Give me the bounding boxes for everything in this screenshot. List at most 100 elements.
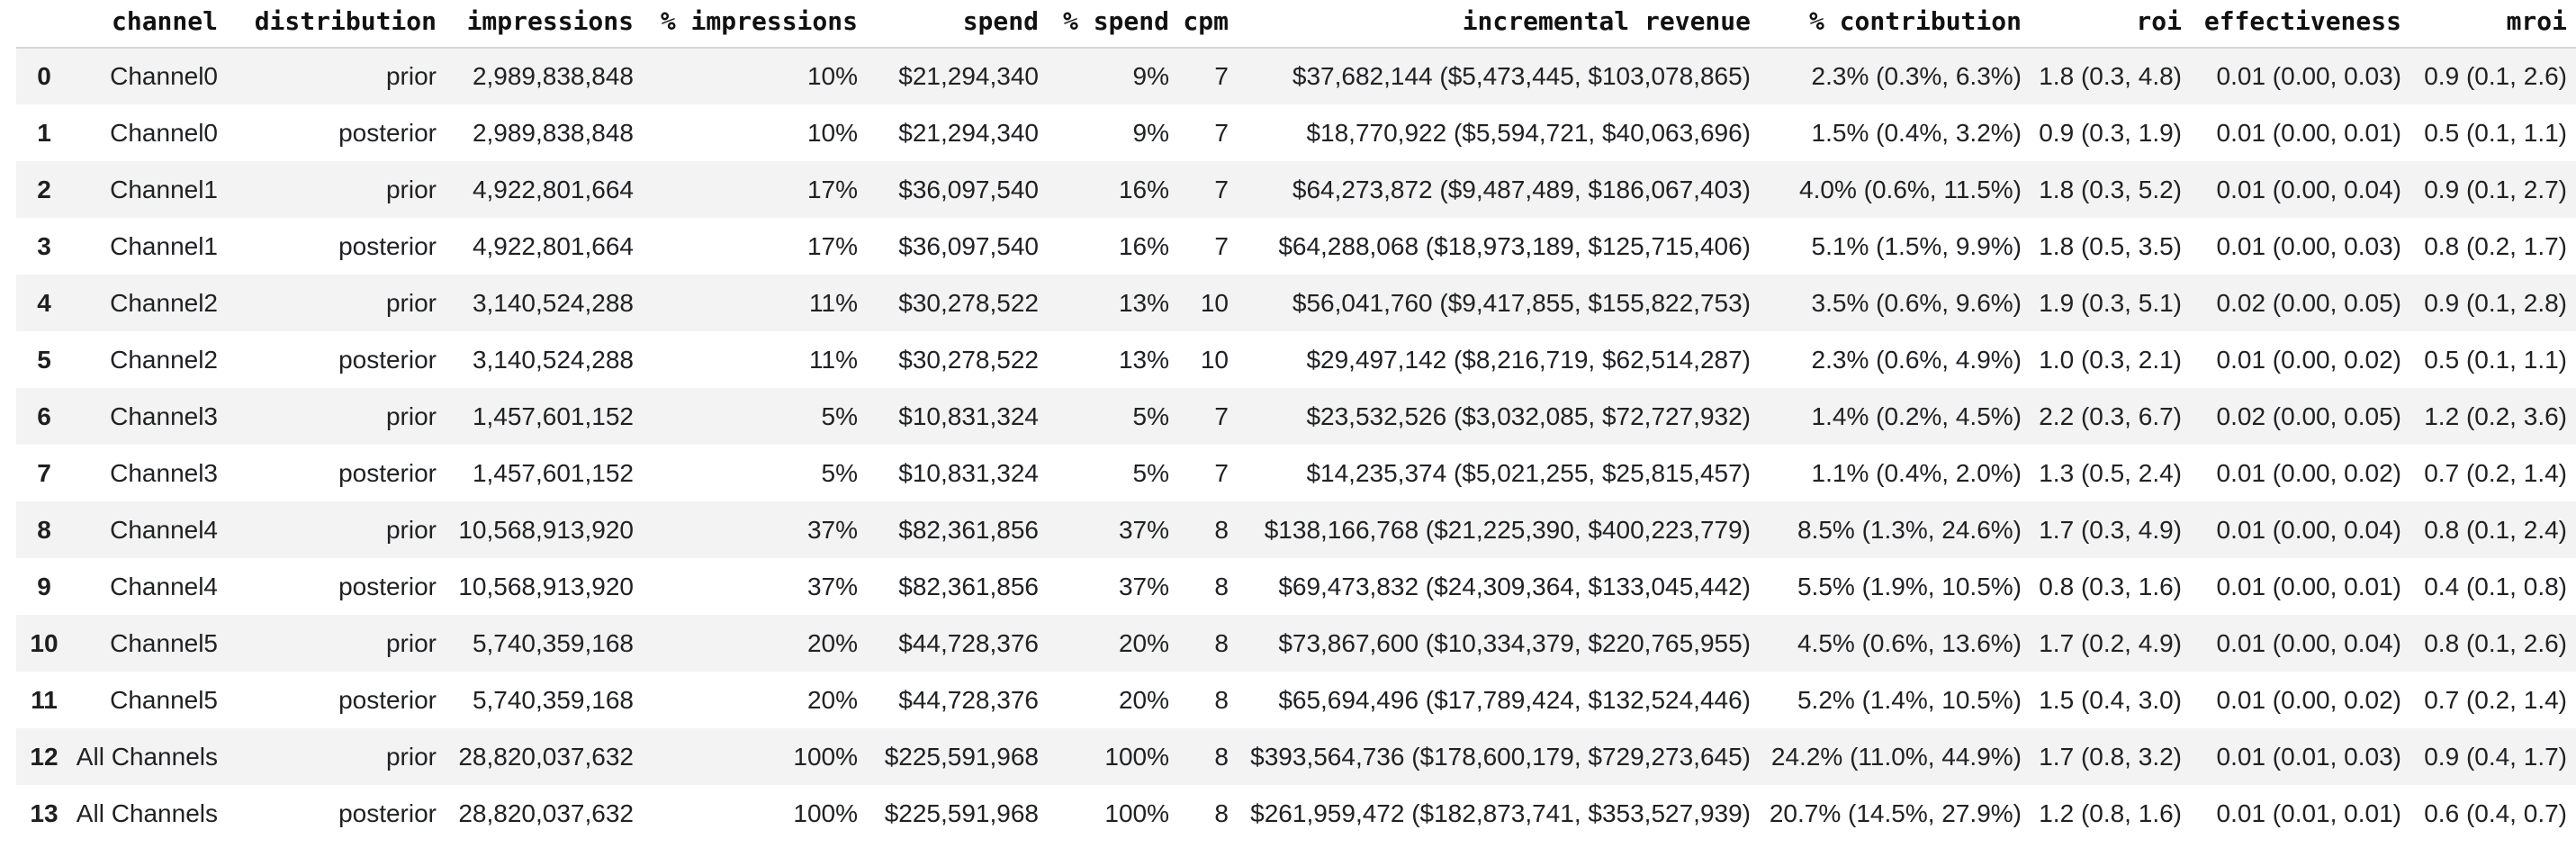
table-cell: 7 xyxy=(1214,401,1229,430)
table-row: 6 Channel3 prior 1,457,601,152 5% $10,831,324… xyxy=(16,388,2576,445)
table-cell: 0.7 (0.2, 1.4) xyxy=(2424,685,2567,714)
row-index: 7 xyxy=(37,458,51,487)
table-cell: 0.01 (0.01, 0.03) xyxy=(2216,742,2401,771)
table-cell: posterior xyxy=(338,345,437,374)
table-row: 12 All Channels prior 28,820,037,632 100% $22… xyxy=(16,728,2576,785)
table-cell: 5% xyxy=(821,401,858,430)
table-cell: 8 xyxy=(1214,628,1229,657)
table-cell: 37% xyxy=(1118,572,1169,600)
table-cell: 0.01 (0.00, 0.01) xyxy=(2216,572,2401,600)
table-cell: $23,532,526 ($3,032,085, $72,727,932) xyxy=(1306,401,1751,430)
table-header-row: channel distribution impressions% impressi… xyxy=(16,0,2576,49)
table-cell: 2,989,838,848 xyxy=(472,62,634,90)
table-cell: posterior xyxy=(338,458,437,487)
table-cell: Channel5 xyxy=(110,628,218,657)
table-cell: 0.6 (0.4, 0.7) xyxy=(2424,798,2567,827)
table-cell: 1.4% (0.2%, 4.5%) xyxy=(1811,401,2022,430)
table-row: 4 Channel2 prior 3,140,524,288 11% $30,278,52… xyxy=(16,275,2576,331)
table-cell: 16% xyxy=(1118,231,1169,260)
table-cell: $82,361,856 xyxy=(898,515,1039,544)
table-cell: 1.7 (0.8, 3.2) xyxy=(2039,742,2182,771)
table-cell: All Channels xyxy=(76,798,218,827)
table-cell: 0.9 (0.4, 1.7) xyxy=(2424,742,2567,771)
table-cell: 1.5 (0.4, 3.0) xyxy=(2039,685,2182,714)
table-row: 1 Channel0 posterior 2,989,838,848 10% $21,29… xyxy=(16,104,2576,161)
table-cell: 10,568,913,920 xyxy=(458,515,634,544)
table-cell: $21,294,340 xyxy=(898,62,1039,90)
table-cell: $36,097,540 xyxy=(898,231,1039,260)
table-cell: $14,235,374 ($5,021,255, $25,815,457) xyxy=(1306,458,1751,487)
table-cell: posterior xyxy=(338,798,437,827)
table-cell: 2.3% (0.6%, 4.9%) xyxy=(1811,345,2022,374)
table-cell: 0.5 (0.1, 1.1) xyxy=(2424,118,2567,147)
table-cell: Channel3 xyxy=(110,401,218,430)
row-index: 1 xyxy=(37,118,51,147)
table-cell: 1.8 (0.3, 5.2) xyxy=(2039,175,2182,203)
table-cell: $30,278,522 xyxy=(898,345,1039,374)
row-index: 11 xyxy=(31,685,58,714)
table-cell: prior xyxy=(385,62,437,90)
table-cell: 1.2 (0.8, 1.6) xyxy=(2039,798,2182,827)
table-cell: 1.8 (0.5, 3.5) xyxy=(2039,231,2182,260)
table-cell: 0.9 (0.3, 1.9) xyxy=(2039,118,2182,147)
table-cell: 7 xyxy=(1214,231,1229,260)
table-cell: 7 xyxy=(1214,458,1229,487)
table-cell: $10,831,324 xyxy=(898,458,1039,487)
table-cell: All Channels xyxy=(76,742,218,771)
table-cell: posterior xyxy=(338,231,437,260)
column-header: % contribution xyxy=(1751,0,2022,49)
table-cell: 8 xyxy=(1214,685,1229,714)
column-header: % impressions xyxy=(634,0,858,49)
column-header: incremental revenue xyxy=(1229,0,1751,49)
table-cell: 20.7% (14.5%, 27.9%) xyxy=(1769,798,2022,827)
table-cell: 5,740,359,168 xyxy=(472,685,634,714)
table-cell: $225,591,968 xyxy=(884,798,1039,827)
table-cell: 24.2% (11.0%, 44.9%) xyxy=(1770,742,2022,771)
table-cell: $21,294,340 xyxy=(898,118,1039,147)
table-cell: 0.8 (0.3, 1.6) xyxy=(2039,572,2182,600)
table-cell: 37% xyxy=(806,515,858,544)
index-column-header xyxy=(16,0,72,49)
table-cell: $37,682,144 ($5,473,445, $103,078,865) xyxy=(1292,62,1751,90)
table-cell: 20% xyxy=(806,685,858,714)
table-cell: $225,591,968 xyxy=(884,742,1039,771)
table-cell: 28,820,037,632 xyxy=(458,742,634,771)
table-cell: 3,140,524,288 xyxy=(472,288,634,317)
table-cell: 3.5% (0.6%, 9.6%) xyxy=(1811,288,2022,317)
table-cell: 5% xyxy=(1132,458,1169,487)
table-cell: 17% xyxy=(806,231,858,260)
table-cell: 1.3 (0.5, 2.4) xyxy=(2039,458,2182,487)
table-cell: 1,457,601,152 xyxy=(472,458,634,487)
column-header: mroi xyxy=(2401,0,2576,49)
table-cell: 0.9 (0.1, 2.6) xyxy=(2424,62,2567,90)
table-cell: Channel0 xyxy=(110,118,218,147)
table-row: 0 Channel0 prior 2,989,838,848 10% $21,294,34… xyxy=(16,48,2576,104)
table-cell: 2.2 (0.3, 6.7) xyxy=(2039,401,2182,430)
row-index: 8 xyxy=(37,515,51,544)
table-row: 9 Channel4 posterior 10,568,913,920 37% $82,3… xyxy=(16,558,2576,615)
table-cell: 4.0% (0.6%, 11.5%) xyxy=(1799,175,2022,203)
table-cell: 7 xyxy=(1214,118,1229,147)
table-cell: 0.01 (0.00, 0.03) xyxy=(2216,62,2401,90)
table-cell: 10% xyxy=(806,62,858,90)
table-cell: 0.9 (0.1, 2.8) xyxy=(2424,288,2567,317)
table-cell: 17% xyxy=(806,175,858,203)
table-cell: 1.2 (0.2, 3.6) xyxy=(2424,401,2567,430)
table-cell: 9% xyxy=(1132,62,1169,90)
table-cell: Channel1 xyxy=(110,175,218,203)
table-cell: 37% xyxy=(806,572,858,600)
table-cell: $65,694,496 ($17,789,424, $132,524,446) xyxy=(1278,685,1751,714)
table-cell: 4.5% (0.6%, 13.6%) xyxy=(1797,628,2022,657)
table-cell: 1.7 (0.2, 4.9) xyxy=(2039,628,2182,657)
table-cell: 0.5 (0.1, 1.1) xyxy=(2424,345,2567,374)
table-cell: $18,770,922 ($5,594,721, $40,063,696) xyxy=(1306,118,1751,147)
table-cell: 2,989,838,848 xyxy=(472,118,634,147)
table-cell: posterior xyxy=(338,572,437,600)
table-cell: 1.8 (0.3, 4.8) xyxy=(2039,62,2182,90)
row-index: 6 xyxy=(37,401,51,430)
table-cell: 8 xyxy=(1214,515,1229,544)
table-cell: Channel4 xyxy=(110,515,218,544)
table-cell: prior xyxy=(385,401,437,430)
table-row: 3 Channel1 posterior 4,922,801,664 17% $36,09… xyxy=(16,218,2576,275)
row-index: 12 xyxy=(30,742,59,771)
